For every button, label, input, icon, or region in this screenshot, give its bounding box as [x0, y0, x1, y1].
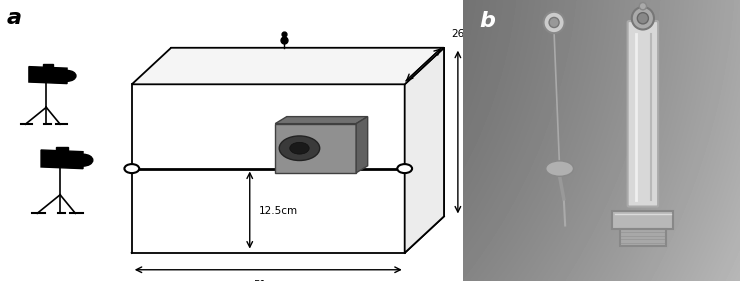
Text: 12.5cm: 12.5cm	[259, 206, 298, 216]
Ellipse shape	[546, 161, 574, 176]
Bar	[56, 148, 68, 152]
Circle shape	[124, 164, 139, 173]
Text: 26cm: 26cm	[451, 29, 480, 39]
FancyBboxPatch shape	[628, 21, 658, 207]
Polygon shape	[275, 124, 356, 173]
Circle shape	[397, 164, 412, 173]
Text: 51cm: 51cm	[254, 280, 283, 281]
Circle shape	[549, 17, 559, 28]
Circle shape	[639, 3, 647, 10]
Circle shape	[73, 154, 92, 166]
Circle shape	[544, 12, 565, 33]
Polygon shape	[132, 84, 405, 253]
Text: a: a	[7, 8, 22, 28]
Polygon shape	[356, 117, 368, 173]
Polygon shape	[41, 150, 83, 169]
Circle shape	[58, 71, 76, 81]
Text: b: b	[480, 11, 495, 31]
Polygon shape	[29, 67, 67, 84]
Polygon shape	[405, 48, 444, 253]
Circle shape	[637, 13, 648, 24]
Bar	[613, 211, 673, 229]
Polygon shape	[275, 117, 368, 124]
Circle shape	[632, 7, 654, 30]
Circle shape	[279, 136, 320, 160]
Polygon shape	[132, 48, 444, 84]
Bar	[43, 64, 53, 68]
Bar	[619, 229, 666, 246]
Circle shape	[290, 142, 309, 154]
Text: 25cm: 25cm	[462, 127, 491, 137]
